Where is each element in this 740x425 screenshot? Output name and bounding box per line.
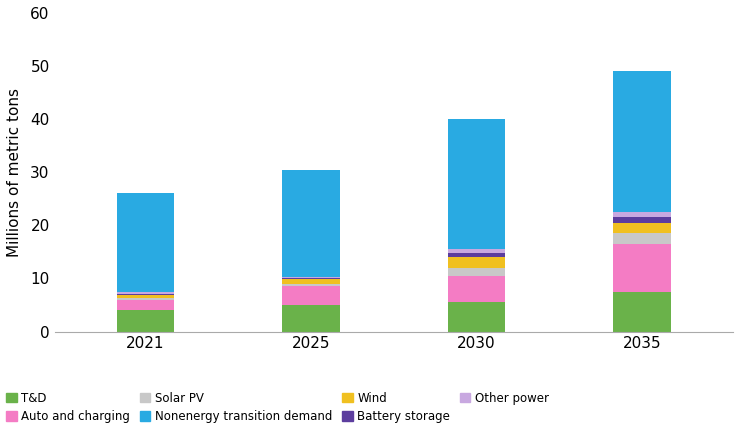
- Bar: [282, 284, 340, 286]
- Bar: [448, 276, 505, 302]
- Bar: [282, 278, 340, 280]
- Bar: [448, 253, 505, 257]
- Bar: [282, 280, 340, 284]
- Bar: [448, 249, 505, 253]
- Bar: [448, 302, 505, 332]
- Bar: [282, 286, 340, 305]
- Bar: [613, 233, 671, 244]
- Y-axis label: Millions of metric tons: Millions of metric tons: [7, 88, 22, 257]
- Bar: [448, 268, 505, 276]
- Bar: [613, 223, 671, 233]
- Bar: [117, 298, 175, 300]
- Bar: [613, 217, 671, 223]
- Bar: [448, 257, 505, 268]
- Bar: [613, 71, 671, 212]
- Bar: [282, 277, 340, 278]
- Bar: [282, 170, 340, 277]
- Bar: [117, 292, 175, 295]
- Bar: [613, 292, 671, 332]
- Bar: [117, 310, 175, 332]
- Legend: T&D, Auto and charging, Solar PV, Nonenergy transition demand, Wind, Battery sto: T&D, Auto and charging, Solar PV, Nonene…: [6, 391, 549, 423]
- Bar: [613, 244, 671, 292]
- Bar: [282, 305, 340, 332]
- Bar: [117, 193, 175, 292]
- Bar: [117, 300, 175, 310]
- Bar: [448, 119, 505, 249]
- Bar: [117, 295, 175, 298]
- Bar: [613, 212, 671, 217]
